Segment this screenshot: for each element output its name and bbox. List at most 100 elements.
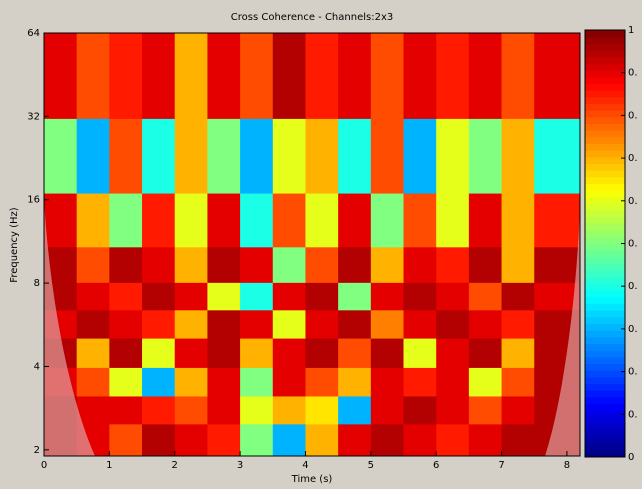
heatmap-cell [207, 247, 240, 283]
heatmap-cell [502, 424, 535, 457]
colorbar-swatch [585, 223, 625, 230]
heatmap-cell [240, 396, 273, 424]
colorbar-swatch [585, 230, 625, 237]
heatmap-cell [142, 367, 175, 396]
y-tick-label: 4 [34, 361, 40, 372]
heatmap-cell [240, 424, 273, 457]
colorbar-swatch [585, 350, 625, 357]
heatmap-cell [240, 33, 273, 119]
colorbar-tick-label: 0. [628, 281, 638, 292]
heatmap-cell [371, 310, 404, 339]
colorbar-swatch [585, 250, 625, 257]
heatmap-cell [371, 33, 404, 119]
x-tick-label: 7 [498, 460, 504, 471]
heatmap-cell [404, 193, 437, 247]
heatmap-cell [77, 396, 110, 424]
heatmap-cell [273, 367, 306, 396]
y-tick-label: 16 [27, 195, 40, 206]
heatmap-cell [240, 367, 273, 396]
heatmap-cell [338, 367, 371, 396]
heatmap-cell [175, 33, 208, 119]
heatmap-cell [404, 396, 437, 424]
heatmap-cell [77, 367, 110, 396]
heatmap-cell [207, 310, 240, 339]
chart: Cross Coherence - Channels:2x3 Time (s) … [0, 0, 642, 489]
heatmap [44, 33, 581, 457]
colorbar-swatch [585, 97, 625, 104]
colorbar-swatch [585, 170, 625, 177]
heatmap-cell [534, 33, 580, 119]
heatmap-cell [207, 396, 240, 424]
colorbar-swatch [585, 324, 625, 331]
heatmap-cell [305, 118, 338, 193]
heatmap-cell [273, 310, 306, 339]
colorbar-swatch [585, 424, 625, 431]
colorbar-swatch [585, 203, 625, 210]
colorbar-tick-label: 0. [628, 324, 638, 335]
colorbar-swatch [585, 317, 625, 324]
x-tick-label: 3 [237, 460, 243, 471]
colorbar-swatch [585, 384, 625, 391]
colorbar-tick-label: 0. [628, 110, 638, 121]
heatmap-cell [142, 33, 175, 119]
colorbar-swatch [585, 330, 625, 337]
x-tick-label: 1 [106, 460, 112, 471]
heatmap-cell [502, 367, 535, 396]
heatmap-cell [502, 193, 535, 247]
heatmap-cell [502, 396, 535, 424]
colorbar-swatch [585, 197, 625, 204]
heatmap-cell [404, 338, 437, 368]
heatmap-cell [207, 367, 240, 396]
heatmap-cell [502, 33, 535, 119]
heatmap-cell [44, 33, 77, 119]
heatmap-cell [273, 338, 306, 368]
heatmap-cell [109, 338, 142, 368]
heatmap-cell [273, 118, 306, 193]
heatmap-cell [371, 396, 404, 424]
heatmap-cell [338, 118, 371, 193]
colorbar-swatch [585, 210, 625, 217]
heatmap-cell [404, 247, 437, 283]
colorbar-swatch [585, 410, 625, 417]
heatmap-cell [371, 367, 404, 396]
heatmap-cell [273, 396, 306, 424]
heatmap-cell [436, 310, 469, 339]
heatmap-cell [175, 282, 208, 310]
colorbar-swatch [585, 297, 625, 304]
heatmap-cell [338, 247, 371, 283]
y-tick-label: 8 [34, 278, 40, 289]
heatmap-cell [240, 118, 273, 193]
colorbar-swatch [585, 404, 625, 411]
colorbar-swatch [585, 90, 625, 97]
heatmap-cell [305, 247, 338, 283]
heatmap-cell [77, 338, 110, 368]
heatmap-cell [109, 193, 142, 247]
heatmap-cell [502, 247, 535, 283]
colorbar-swatch [585, 157, 625, 164]
colorbar-swatch [585, 143, 625, 150]
x-tick-label: 5 [368, 460, 374, 471]
heatmap-cell [338, 424, 371, 457]
colorbar-swatch [585, 370, 625, 377]
colorbar-swatch [585, 290, 625, 297]
heatmap-cell [142, 310, 175, 339]
colorbar-swatch [585, 364, 625, 371]
colorbar-swatch [585, 337, 625, 344]
heatmap-cell [109, 424, 142, 457]
heatmap-cell [142, 338, 175, 368]
heatmap-cell [77, 247, 110, 283]
colorbar-swatch [585, 257, 625, 264]
colorbar-swatch [585, 270, 625, 277]
heatmap-cell [305, 396, 338, 424]
heatmap-cell [502, 118, 535, 193]
heatmap-cell [502, 282, 535, 310]
heatmap-cell [240, 247, 273, 283]
heatmap-cell [469, 193, 502, 247]
heatmap-cell [240, 193, 273, 247]
heatmap-cell [371, 338, 404, 368]
y-tick-label: 64 [27, 28, 40, 39]
heatmap-cell [142, 193, 175, 247]
heatmap-cell [305, 282, 338, 310]
heatmap-cell [109, 282, 142, 310]
heatmap-cell [469, 367, 502, 396]
